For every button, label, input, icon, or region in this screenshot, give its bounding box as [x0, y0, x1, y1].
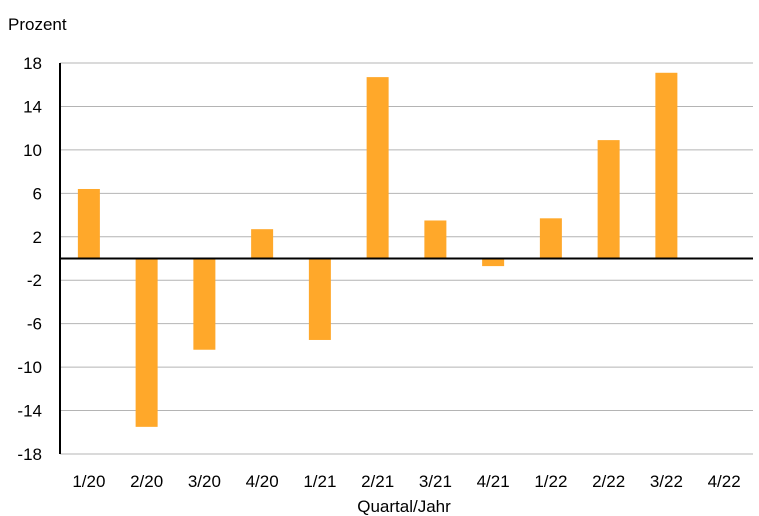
- x-tick-label: 2/20: [130, 472, 163, 491]
- bar: [251, 229, 274, 259]
- y-tick-label: 14: [23, 97, 42, 116]
- x-tick-label: 2/21: [361, 472, 394, 491]
- x-tick-label: 4/20: [246, 472, 279, 491]
- bar: [539, 218, 562, 259]
- bar: [308, 258, 331, 340]
- x-tick-label: 2/22: [592, 472, 625, 491]
- x-tick-label: 3/22: [650, 472, 683, 491]
- y-unit-label: Prozent: [8, 15, 67, 34]
- x-tick-labels: 1/20 2/20 3/20 4/20 1/21 2/21 3/21 4/21 1/22 2/22…: [72, 472, 740, 491]
- y-tick-label: 18: [23, 54, 42, 73]
- y-tick-label: -18: [17, 445, 42, 464]
- x-tick-label: 3/21: [419, 472, 452, 491]
- x-tick-label: 1/21: [303, 472, 336, 491]
- bar: [655, 72, 678, 259]
- x-axis-title: Quartal/Jahr: [357, 497, 451, 516]
- y-tick-label: -14: [17, 402, 42, 421]
- gridlines: [60, 62, 753, 455]
- bar: [135, 258, 158, 427]
- bar: [193, 258, 216, 350]
- x-tick-label: 3/20: [188, 472, 221, 491]
- bar: [597, 140, 620, 259]
- x-tick-label: 1/20: [72, 472, 105, 491]
- y-tick-labels: 18 14 10 6 2 -2 -6 -10 -14 -18: [17, 54, 42, 464]
- y-tick-label: -6: [27, 315, 42, 334]
- x-tick-label: 1/22: [534, 472, 567, 491]
- y-tick-label: -10: [17, 358, 42, 377]
- y-tick-label: 2: [33, 228, 42, 247]
- y-tick-label: 6: [33, 184, 42, 203]
- bar: [366, 77, 389, 259]
- x-tick-label: 4/21: [477, 472, 510, 491]
- bar: [77, 188, 100, 259]
- bars: [77, 72, 678, 427]
- bar: [424, 220, 447, 259]
- bar: [482, 258, 505, 267]
- x-tick-label: 4/22: [708, 472, 741, 491]
- y-tick-label: -2: [27, 271, 42, 290]
- y-tick-label: 10: [23, 141, 42, 160]
